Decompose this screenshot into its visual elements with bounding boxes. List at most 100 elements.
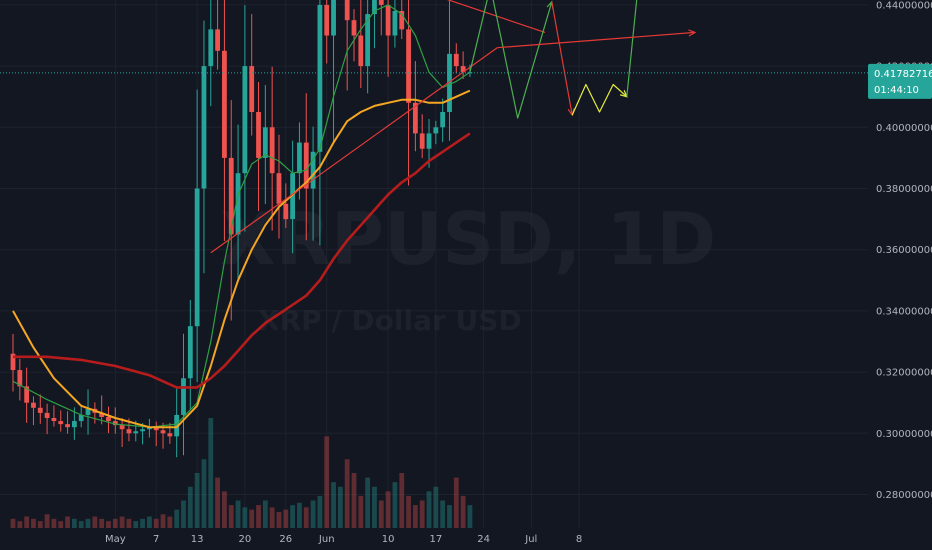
- x-tick-label-3: 20: [239, 534, 252, 545]
- volume-bar: [412, 505, 418, 528]
- price-badge-price: 0.41782716: [874, 69, 932, 80]
- moving-average-ma_mid: [12, 89, 471, 429]
- candle-body: [31, 402, 36, 408]
- candle: [119, 418, 125, 447]
- volume-bar: [99, 518, 105, 528]
- candle: [181, 333, 186, 456]
- volume-bar: [269, 507, 275, 528]
- candle: [153, 421, 159, 447]
- x-tick-label-4: 26: [279, 534, 292, 545]
- volume-layer: [10, 418, 473, 528]
- projection-2: [571, 83, 628, 116]
- candle: [433, 120, 439, 145]
- y-tick-label-2: 0.32000000: [876, 368, 932, 379]
- x-tick-label-7: 17: [429, 534, 442, 545]
- candle-body: [433, 127, 439, 134]
- candle-layer: [10, 0, 473, 458]
- y-tick-label-0: 0.28000000: [876, 490, 932, 501]
- y-tick-label-3: 0.34000000: [876, 306, 932, 317]
- candle-body: [201, 66, 207, 189]
- candle-body: [215, 29, 220, 51]
- candle-body: [10, 353, 16, 371]
- candle: [276, 134, 282, 239]
- volume-bar: [447, 505, 452, 528]
- candle: [99, 395, 105, 425]
- candle-body: [51, 418, 57, 422]
- candle-body: [160, 430, 166, 434]
- volume-bar: [119, 516, 125, 528]
- candle: [78, 406, 84, 428]
- x-tick-label-8: 24: [477, 534, 490, 545]
- y-tick-label-1: 0.30000000: [876, 429, 932, 440]
- candle-body: [256, 112, 261, 158]
- candle-body: [65, 424, 70, 428]
- candle: [372, 0, 377, 49]
- candle: [440, 98, 446, 143]
- trendline-0: [446, 0, 546, 33]
- candle-body: [460, 66, 466, 73]
- candle-body: [297, 142, 302, 174]
- candle: [385, 0, 391, 77]
- candle-body: [283, 203, 289, 220]
- watermark-symbol: XRPUSD, 1D: [220, 197, 716, 281]
- volume-bar: [351, 473, 357, 528]
- volume-bar: [51, 518, 57, 528]
- candle: [187, 299, 193, 410]
- trendline-1: [210, 47, 498, 254]
- volume-bar: [406, 495, 411, 528]
- volume-bar: [78, 521, 84, 528]
- volume-bar: [303, 507, 309, 528]
- candle: [447, 0, 452, 141]
- candle-body: [310, 151, 316, 189]
- candle: [283, 183, 289, 228]
- candle-body: [235, 173, 241, 235]
- volume-bar: [194, 473, 200, 528]
- candle-body: [58, 421, 64, 425]
- volume-bar: [337, 486, 343, 528]
- candle-body: [447, 53, 452, 112]
- volume-bar: [208, 418, 214, 528]
- candle-body: [194, 188, 200, 327]
- candle-body: [24, 386, 30, 403]
- candle-body: [412, 102, 418, 134]
- y-tick-label-6: 0.40000000: [876, 123, 932, 134]
- x-tick-label-9: Jul: [524, 534, 537, 545]
- candle-body: [228, 157, 234, 235]
- projection-0: [469, 0, 553, 119]
- candle: [215, 0, 220, 70]
- candle: [228, 100, 234, 321]
- candle: [406, 0, 411, 186]
- candle: [399, 0, 405, 40]
- candle-body: [290, 173, 296, 220]
- candle-body: [99, 412, 105, 417]
- volume-bar: [378, 500, 384, 528]
- candle-body: [106, 416, 111, 422]
- volume-bar: [324, 436, 330, 528]
- candle-body: [378, 0, 384, 5]
- candle: [235, 124, 241, 283]
- volume-bar: [187, 486, 193, 528]
- x-axis[interactable]: May 7 13 20 26 Jun 10 17 24 Jul 8: [0, 528, 932, 550]
- projection-3: [626, 0, 638, 97]
- price-badge-background: [868, 63, 932, 99]
- candle-body: [351, 20, 357, 36]
- candle-body: [37, 407, 43, 413]
- candle: [310, 126, 316, 241]
- candle-body: [133, 431, 139, 434]
- watermark-exchange: XRP / Dollar USD: [258, 304, 522, 337]
- volume-bar: [419, 500, 425, 528]
- volume-bar: [290, 505, 296, 528]
- candle-body: [44, 412, 50, 418]
- candle: [58, 410, 64, 432]
- price-badge-countdown: 01:44:10: [874, 85, 919, 96]
- candle-body: [119, 425, 125, 430]
- candle-body: [140, 429, 145, 432]
- x-axis-background: [0, 528, 932, 550]
- volume-bar: [310, 500, 316, 528]
- volume-bar: [24, 516, 30, 528]
- candle-body: [303, 142, 309, 189]
- volume-bar: [17, 521, 23, 528]
- volume-bar: [262, 500, 268, 528]
- candle: [167, 422, 173, 444]
- candle-body: [269, 127, 275, 174]
